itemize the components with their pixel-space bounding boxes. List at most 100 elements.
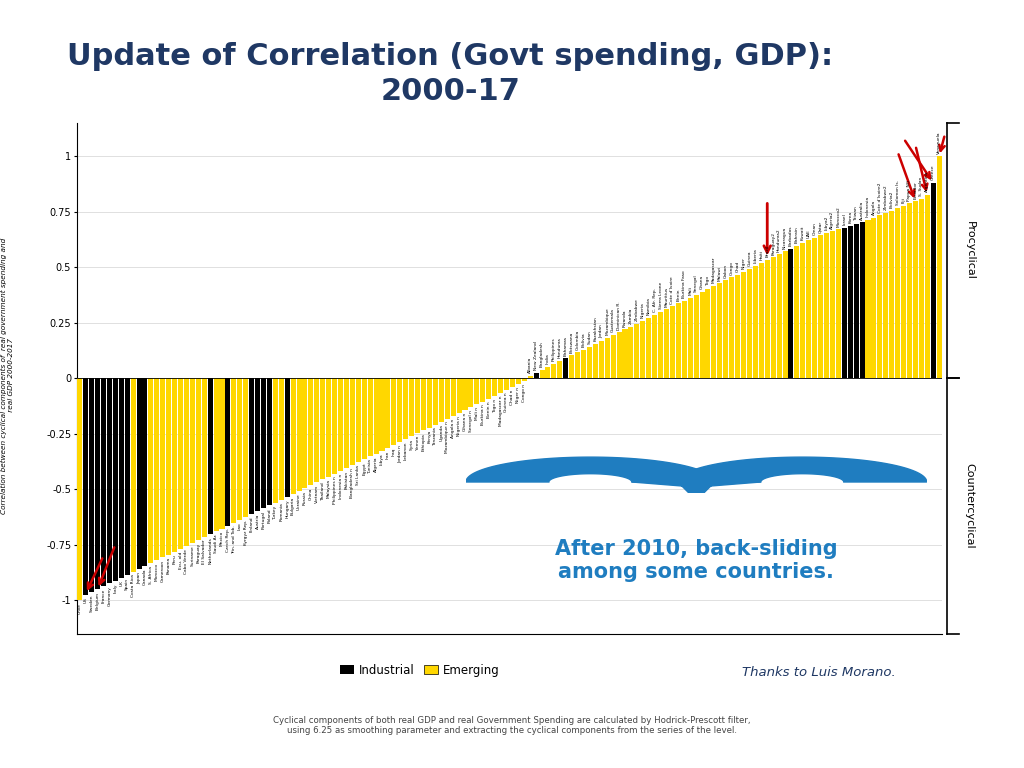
Text: Canada: Canada [143, 569, 147, 585]
Bar [297, 378, 301, 491]
Bar [848, 226, 853, 378]
Text: Nigeria: Nigeria [641, 303, 645, 318]
Bar [498, 378, 503, 393]
Text: Poland: Poland [267, 508, 271, 523]
Text: Cabo Verde: Cabo Verde [184, 548, 188, 574]
Bar [931, 183, 936, 378]
Text: Bangladesh n: Bangladesh n [350, 468, 354, 498]
Text: Libya: Libya [380, 453, 384, 465]
Bar [889, 210, 894, 378]
Text: Portugal: Portugal [261, 511, 265, 529]
Bar [285, 378, 290, 497]
Text: Malawi: Malawi [718, 266, 722, 280]
Bar [332, 378, 337, 474]
Text: Russia: Russia [303, 491, 307, 505]
Bar [338, 378, 343, 471]
Bar [321, 378, 326, 479]
Bar [884, 213, 888, 378]
Bar [670, 306, 675, 378]
Bar [563, 358, 568, 378]
Bar [551, 364, 556, 378]
Text: Congo: Congo [730, 261, 733, 275]
Bar [493, 378, 497, 396]
Text: Sweden: Sweden [90, 594, 93, 612]
Text: Tunisia: Tunisia [369, 459, 372, 474]
Text: Madagascar n: Madagascar n [499, 396, 503, 426]
Text: Egypt: Egypt [362, 462, 367, 475]
Text: Kenya: Kenya [427, 430, 431, 443]
Text: Albania: Albania [528, 356, 532, 373]
Text: Morocco2: Morocco2 [837, 206, 841, 227]
Bar [95, 378, 100, 589]
Text: Sierra Leone: Sierra Leone [658, 282, 663, 310]
Bar [557, 361, 562, 378]
Text: Benin: Benin [676, 288, 680, 301]
Text: Bahrain: Bahrain [795, 227, 799, 243]
Text: Bolivia2: Bolivia2 [890, 190, 894, 208]
Text: Indonesia: Indonesia [866, 197, 870, 217]
Bar [427, 378, 432, 428]
Bar [403, 378, 409, 439]
Bar [652, 315, 657, 378]
Bar [463, 378, 468, 410]
Bar [854, 224, 859, 378]
Bar [368, 378, 373, 456]
Bar [723, 280, 728, 378]
Text: France: France [101, 589, 105, 604]
Text: Correlation between cyclical components of  real government spending and
 real G: Correlation between cyclical components … [1, 238, 13, 515]
Text: Libya2: Libya2 [824, 216, 828, 230]
Bar [912, 201, 918, 378]
Text: Spain: Spain [125, 578, 129, 590]
Bar [119, 378, 124, 578]
Text: C. Afr. Rep.: C. Afr. Rep. [652, 288, 656, 313]
Text: Nigeria n: Nigeria n [457, 415, 461, 435]
Bar [202, 378, 207, 538]
Bar [640, 321, 645, 378]
Text: Saudi Ar.: Saudi Ar. [214, 534, 218, 554]
Text: Countercyclical: Countercyclical [965, 463, 975, 548]
Text: Dominican R.: Dominican R. [617, 301, 622, 329]
Bar [184, 378, 189, 546]
Text: Cote d'Ivoire2: Cote d'Ivoire2 [878, 182, 882, 213]
Text: Oman: Oman [813, 223, 817, 235]
Text: Angola n: Angola n [452, 419, 455, 438]
Text: Venezuela: Venezuela [937, 131, 941, 154]
Text: Ecuador: Ecuador [913, 180, 918, 199]
Bar [871, 218, 877, 378]
Bar [510, 378, 515, 387]
Bar [196, 378, 201, 540]
Bar [569, 356, 574, 378]
Bar [587, 346, 592, 378]
Bar [682, 300, 687, 378]
Text: Kuwait: Kuwait [801, 226, 805, 240]
Bar [225, 378, 230, 525]
Text: Kazakhstan: Kazakhstan [593, 316, 597, 341]
Bar [302, 378, 307, 488]
Text: Panama: Panama [167, 558, 171, 574]
Text: Guatemala: Guatemala [611, 309, 615, 333]
Text: Taiwan: Taiwan [854, 207, 858, 221]
Text: Sudan: Sudan [588, 330, 592, 344]
Bar [148, 378, 154, 563]
Bar [355, 378, 360, 462]
Text: Solomon Is.: Solomon Is. [896, 180, 900, 206]
Bar [610, 335, 615, 378]
Bar [380, 378, 385, 451]
Text: Algeria2: Algeria2 [830, 210, 835, 229]
Bar [741, 272, 746, 378]
Bar [361, 378, 367, 459]
Bar [374, 378, 379, 454]
Polygon shape [632, 482, 761, 501]
Text: Tanzania: Tanzania [433, 427, 437, 446]
Text: Mauritius: Mauritius [665, 286, 669, 306]
Text: Botswana: Botswana [569, 332, 573, 353]
Bar [759, 263, 764, 378]
Bar [623, 329, 628, 378]
Bar [344, 378, 349, 468]
Bar [616, 333, 622, 378]
Text: Italy: Italy [114, 583, 118, 593]
Bar [350, 378, 355, 465]
Bar [688, 298, 692, 378]
Text: New Zealand: New Zealand [535, 341, 538, 370]
Text: Barbados: Barbados [788, 225, 793, 246]
